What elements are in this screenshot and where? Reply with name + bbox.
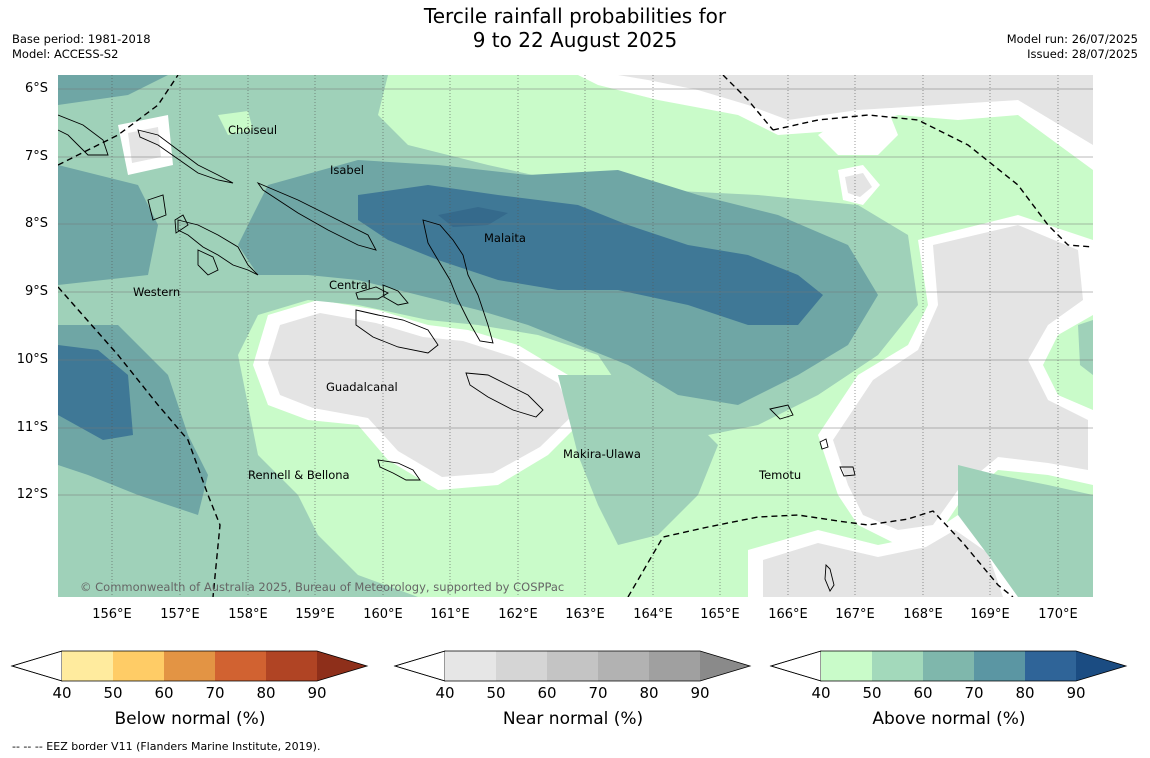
colorbar-segment — [547, 651, 598, 681]
colorbar-tick-label: 70 — [964, 684, 984, 702]
below-normal-colorbar — [10, 650, 369, 682]
colorbar-segment — [164, 651, 215, 681]
lon-label: 167°E — [835, 607, 875, 622]
lon-label: 168°E — [903, 607, 943, 622]
map-title-line1: Tercile rainfall probabilities for — [423, 4, 727, 28]
colorbar-outline — [393, 650, 752, 682]
colorbar-over-arrow — [1076, 651, 1126, 681]
lon-label: 160°E — [363, 607, 403, 622]
colorbar-tick-label: 90 — [1066, 684, 1086, 702]
colorbar-over-arrow — [700, 651, 750, 681]
colorbar-segment — [974, 651, 1025, 681]
lon-label: 164°E — [633, 607, 673, 622]
place-label-rennell-bellona: Rennell & Bellona — [248, 468, 350, 482]
colorbar-tick-label: 50 — [862, 684, 882, 702]
place-label-isabel: Isabel — [330, 163, 364, 177]
lon-label: 157°E — [160, 607, 200, 622]
colorbar-segment — [821, 651, 872, 681]
lon-label: 169°E — [970, 607, 1010, 622]
island-coastlines — [58, 114, 856, 592]
colorbar-outline — [769, 650, 1128, 682]
lat-label: 8°S — [24, 216, 48, 231]
colorbar-segment — [266, 651, 317, 681]
colorbar-tick-label: 90 — [690, 684, 710, 702]
place-label-central: Central — [329, 278, 371, 292]
colorbar-tick-label: 40 — [435, 684, 455, 702]
place-label-malaita: Malaita — [484, 231, 526, 245]
colorbar-tick-label: 60 — [537, 684, 557, 702]
colorbar-tick-label: 40 — [52, 684, 72, 702]
colorbar-segment — [649, 651, 700, 681]
near-normal-colorbar — [393, 650, 752, 682]
colorbar-tick-label: 50 — [486, 684, 506, 702]
colorbar-tick-label: 60 — [154, 684, 174, 702]
colorbar-tick-label: 80 — [256, 684, 276, 702]
model-run-label: Model run: 26/07/2025 — [1006, 32, 1138, 46]
lon-label: 163°E — [565, 607, 605, 622]
colorbar-segment — [872, 651, 923, 681]
colorbar-under-arrow — [393, 650, 446, 682]
lon-label: 165°E — [700, 607, 740, 622]
colorbar-over-arrow — [317, 651, 367, 681]
gridlines — [111, 75, 1059, 597]
colorbar-legends — [10, 650, 1128, 682]
colorbar-tick-label: 70 — [205, 684, 225, 702]
place-label-makira-ulawa: Makira-Ulawa — [563, 447, 641, 461]
lat-label: 7°S — [24, 149, 48, 164]
colorbar-tick-label: 50 — [103, 684, 123, 702]
lat-label: 12°S — [16, 487, 48, 502]
lon-label: 161°E — [430, 607, 470, 622]
lat-label: 10°S — [16, 352, 48, 367]
lat-label: 9°S — [24, 284, 48, 299]
eez-border-legend: -- -- -- EEZ border V11 (Flanders Marine… — [12, 740, 321, 753]
copyright-notice: © Commonwealth of Australia 2025, Bureau… — [80, 580, 564, 594]
colorbar-tick-label: 80 — [1015, 684, 1035, 702]
place-label-western: Western — [133, 285, 180, 299]
colorbar-outline — [10, 650, 369, 682]
above-normal-title: Above normal (%) — [872, 709, 1026, 729]
colorbar-segment — [598, 651, 649, 681]
colorbar-segment — [113, 651, 164, 681]
lon-label: 170°E — [1038, 607, 1078, 622]
lon-label: 162°E — [498, 607, 538, 622]
below-normal-title: Below normal (%) — [114, 709, 266, 729]
place-label-temotu: Temotu — [758, 468, 801, 482]
colorbar-segment — [1025, 651, 1076, 681]
colorbar-segment — [923, 651, 974, 681]
near-normal-title: Near normal (%) — [502, 709, 644, 729]
colorbar-tick-label: 90 — [307, 684, 327, 702]
colorbar-under-arrow — [10, 650, 63, 682]
issued-label: Issued: 28/07/2025 — [1027, 47, 1138, 61]
colorbar-under-arrow — [769, 650, 822, 682]
base-period-label: Base period: 1981-2018 — [12, 32, 151, 46]
place-label-guadalcanal: Guadalcanal — [326, 380, 398, 394]
lon-label: 156°E — [92, 607, 132, 622]
lon-label: 166°E — [768, 607, 808, 622]
model-label: Model: ACCESS-S2 — [12, 47, 119, 61]
colorbar-segment — [496, 651, 547, 681]
lon-label: 158°E — [228, 607, 268, 622]
above-normal-colorbar — [769, 650, 1128, 682]
colorbar-tick-label: 60 — [913, 684, 933, 702]
eez-border — [58, 75, 1093, 597]
place-label-choiseul: Choiseul — [228, 123, 277, 137]
lat-label: 6°S — [24, 81, 48, 96]
colorbar-tick-label: 70 — [588, 684, 608, 702]
map-title-line2: 9 to 22 August 2025 — [472, 28, 678, 52]
colorbar-segment — [215, 651, 266, 681]
colorbar-segment — [62, 651, 113, 681]
rainfall-probability-map: Choiseul Isabel Malaita Western Central … — [58, 75, 1093, 597]
colorbar-segment — [445, 651, 496, 681]
colorbar-tick-label: 80 — [639, 684, 659, 702]
lon-label: 159°E — [295, 607, 335, 622]
lat-label: 11°S — [16, 420, 48, 435]
colorbar-tick-label: 40 — [811, 684, 831, 702]
